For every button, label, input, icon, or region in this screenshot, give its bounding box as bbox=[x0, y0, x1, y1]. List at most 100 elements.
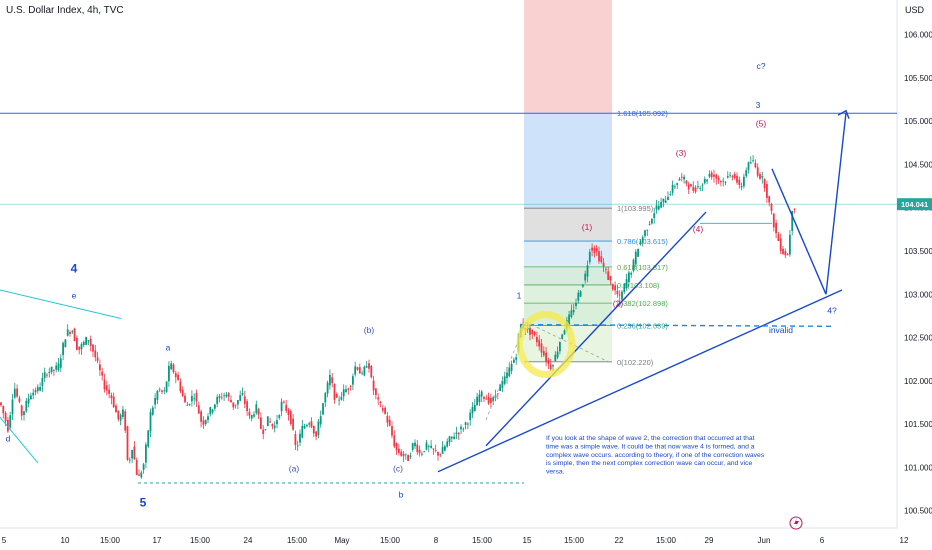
candle-body bbox=[319, 416, 322, 425]
fib-zone-extension bbox=[524, 113, 612, 209]
candle-body bbox=[593, 248, 596, 253]
candle-body bbox=[483, 396, 485, 399]
candle-body bbox=[246, 401, 248, 412]
candle-body bbox=[264, 429, 267, 430]
candle-body bbox=[149, 412, 152, 432]
candle-body bbox=[655, 205, 658, 210]
candle-body bbox=[62, 342, 64, 356]
candle-body bbox=[630, 272, 633, 275]
candle-body bbox=[434, 450, 437, 451]
candle-body bbox=[708, 173, 711, 177]
candle-body bbox=[388, 419, 391, 426]
candle-body bbox=[772, 213, 775, 228]
candle-body bbox=[25, 400, 28, 412]
candle-body bbox=[393, 435, 396, 447]
candle-body bbox=[747, 162, 750, 171]
y-tick-label: 102.500 bbox=[904, 334, 932, 343]
candle-body bbox=[193, 398, 196, 400]
analysis-note-line: time was a simple wave. It could be that… bbox=[546, 443, 755, 450]
candle-body bbox=[729, 174, 731, 176]
candle-body bbox=[591, 247, 593, 251]
candle-body bbox=[595, 247, 598, 252]
candle-body bbox=[66, 329, 69, 336]
y-tick-label: 103.000 bbox=[904, 290, 932, 299]
candle-body bbox=[375, 388, 377, 395]
candle-body bbox=[82, 341, 85, 346]
candle-body bbox=[749, 162, 752, 164]
candle-body bbox=[706, 179, 708, 182]
x-tick-label: 22 bbox=[615, 536, 624, 545]
candle-body bbox=[285, 404, 288, 411]
candle-body bbox=[211, 409, 214, 413]
wave-label: (5) bbox=[756, 118, 767, 128]
candle-body bbox=[368, 363, 370, 369]
candle-body bbox=[108, 389, 110, 394]
candle-body bbox=[126, 426, 129, 460]
candle-body bbox=[299, 433, 301, 443]
x-tick-label: May bbox=[334, 536, 349, 545]
candle-body bbox=[476, 396, 478, 406]
wave-label: a bbox=[166, 343, 171, 353]
candle-body bbox=[726, 176, 729, 178]
currency-label: USD bbox=[904, 5, 924, 15]
candle-body bbox=[542, 351, 545, 356]
x-tick-label: 24 bbox=[244, 536, 253, 545]
candle-body bbox=[301, 425, 304, 438]
candle-body bbox=[754, 163, 757, 168]
candle-body bbox=[46, 374, 48, 376]
x-tick-label: Jun bbox=[758, 536, 771, 545]
candle-body bbox=[743, 176, 745, 187]
x-tick-label: 29 bbox=[705, 536, 714, 545]
candle-body bbox=[239, 395, 242, 401]
candle-body bbox=[59, 358, 62, 368]
candle-body bbox=[105, 385, 108, 391]
wave-label: (a) bbox=[289, 464, 300, 474]
x-tick-label: 15:00 bbox=[380, 536, 401, 545]
candle-body bbox=[124, 411, 127, 431]
candle-body bbox=[370, 366, 373, 378]
candle-body bbox=[657, 205, 660, 210]
candle-body bbox=[588, 251, 591, 263]
candle-body bbox=[722, 180, 725, 182]
candle-body bbox=[584, 273, 587, 281]
candle-body bbox=[13, 388, 16, 398]
y-tick-label: 104.500 bbox=[904, 160, 932, 169]
candle-body bbox=[768, 196, 771, 203]
candle-body bbox=[2, 405, 5, 414]
wave-label: (3) bbox=[676, 148, 687, 158]
candle-body bbox=[480, 391, 483, 397]
candle-body bbox=[421, 453, 423, 455]
x-tick-label: 8 bbox=[434, 536, 439, 545]
candle-body bbox=[335, 393, 338, 398]
symbol-title[interactable]: U.S. Dollar Index, 4h, TVC bbox=[6, 5, 124, 16]
candle-body bbox=[457, 432, 460, 435]
candle-body bbox=[641, 237, 644, 243]
candle-body bbox=[269, 421, 271, 423]
wave-label: 4 bbox=[71, 262, 78, 276]
candle-body bbox=[386, 415, 389, 423]
candle-body bbox=[586, 265, 589, 277]
candle-body bbox=[467, 423, 469, 425]
candle-body bbox=[243, 396, 246, 404]
candle-body bbox=[616, 290, 619, 295]
candle-body bbox=[418, 449, 421, 454]
candle-body bbox=[680, 176, 683, 178]
candle-body bbox=[549, 364, 552, 370]
candle-body bbox=[253, 414, 255, 417]
candle-body bbox=[151, 407, 154, 415]
candle-body bbox=[745, 170, 748, 177]
candle-body bbox=[664, 200, 667, 203]
candle-body bbox=[634, 251, 637, 265]
candle-body bbox=[345, 389, 347, 393]
fib-zone bbox=[524, 266, 612, 285]
candle-body bbox=[11, 399, 14, 414]
wave-label: d bbox=[6, 433, 11, 443]
candle-body bbox=[276, 420, 278, 425]
candle-body bbox=[71, 331, 74, 333]
candle-body bbox=[119, 414, 122, 421]
candle-body bbox=[577, 292, 580, 301]
candle-body bbox=[365, 366, 368, 368]
candle-body bbox=[204, 420, 207, 424]
candle-body bbox=[326, 382, 329, 394]
